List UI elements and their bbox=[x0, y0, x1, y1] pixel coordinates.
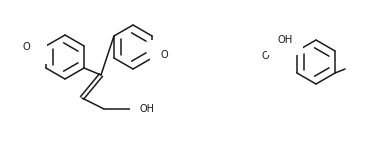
Text: S: S bbox=[280, 48, 286, 58]
Text: O: O bbox=[269, 60, 277, 70]
Text: OH: OH bbox=[140, 104, 155, 114]
Text: O: O bbox=[22, 42, 30, 52]
Text: O: O bbox=[261, 51, 269, 61]
Text: O: O bbox=[29, 44, 37, 54]
Text: OH: OH bbox=[277, 35, 293, 45]
Text: O: O bbox=[160, 50, 168, 60]
